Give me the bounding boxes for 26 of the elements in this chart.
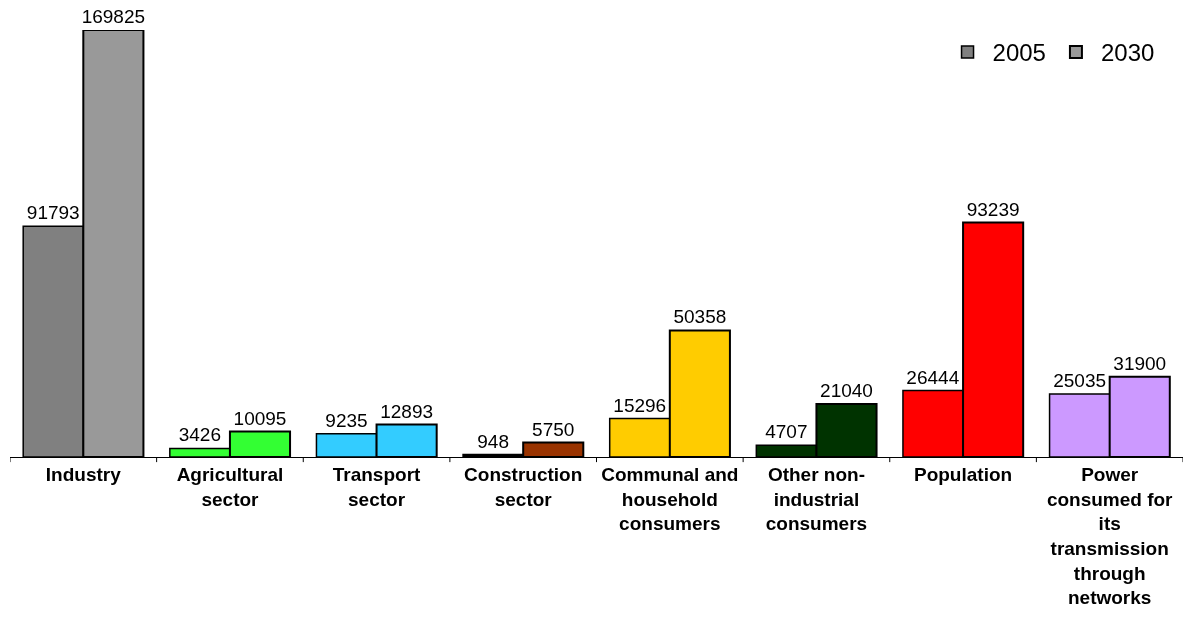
x-tick-label: Power consumed for its transmission through networks — [1046, 463, 1174, 609]
data-label: 93239 — [966, 198, 1020, 220]
data-label: 9235 — [325, 409, 368, 431]
data-label: 12893 — [380, 400, 434, 422]
x-tick-label: Agricultural sector — [176, 463, 284, 510]
data-label: 25035 — [1053, 370, 1107, 392]
data-label: 10095 — [233, 407, 287, 429]
data-label: 948 — [477, 430, 509, 452]
data-label: 31900 — [1113, 352, 1167, 374]
x-tick-label: Construction sector — [464, 463, 583, 510]
legend-label: 2030 — [1100, 39, 1155, 67]
data-label: 91793 — [26, 202, 80, 224]
data-label: 5750 — [532, 418, 575, 440]
data-label: 21040 — [820, 380, 873, 402]
x-tick-label: Other non-industrial consumers — [765, 463, 868, 535]
data-label: 4707 — [765, 421, 808, 443]
x-tick-label: Industry — [45, 463, 122, 485]
x-tick-label: Population — [913, 463, 1013, 485]
legend-label: 2005 — [992, 39, 1046, 67]
data-label: 169825 — [81, 6, 146, 27]
data-label: 26444 — [906, 366, 960, 388]
data-label: 50358 — [673, 306, 727, 328]
x-tick-label: Communal and household consumers — [601, 463, 739, 535]
data-label: 15296 — [613, 394, 667, 416]
x-tick-label: Transport sector — [332, 463, 422, 510]
data-label: 3426 — [178, 424, 222, 446]
